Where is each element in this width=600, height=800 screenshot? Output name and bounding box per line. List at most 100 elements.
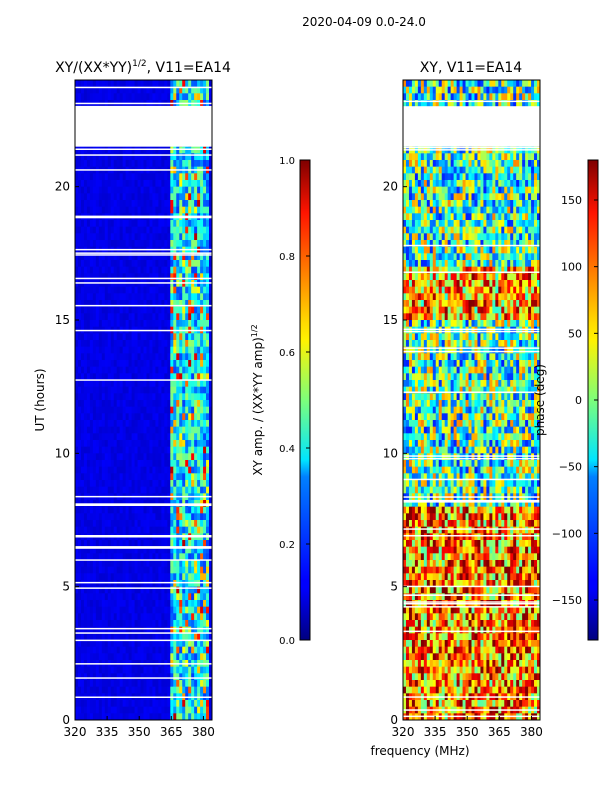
- heatmap-cell: [164, 700, 168, 708]
- heatmap-cell: [185, 220, 189, 228]
- heatmap-cell: [197, 220, 201, 228]
- heatmap-cell: [75, 566, 79, 574]
- heatmap-cell: [206, 480, 210, 488]
- heatmap-cell: [206, 306, 210, 314]
- heatmap-cell: [134, 93, 138, 101]
- heatmap-cell: [161, 266, 165, 274]
- heatmap-cell: [101, 540, 106, 548]
- heatmap-cell: [194, 320, 198, 328]
- heatmap-cell: [167, 160, 171, 168]
- heatmap-cell: [86, 480, 91, 488]
- heatmap-cell: [158, 486, 162, 494]
- heatmap-cell: [149, 220, 153, 228]
- heatmap-cell: [197, 540, 201, 548]
- heatmap-cell: [158, 706, 162, 714]
- heatmap-cell: [101, 600, 106, 608]
- heatmap-cell: [140, 293, 144, 301]
- heatmap-cell: [173, 340, 177, 348]
- heatmap-cell: [101, 593, 106, 601]
- heatmap-cell: [191, 386, 195, 394]
- heatmap-cell: [176, 600, 180, 608]
- heatmap-cell: [170, 340, 174, 348]
- heatmap-cell: [179, 466, 183, 474]
- heatmap-cell: [173, 173, 177, 181]
- heatmap-cell: [161, 173, 165, 181]
- heatmap-cell: [80, 220, 85, 228]
- heatmap-cell: [185, 700, 189, 708]
- heatmap-cell: [525, 80, 529, 88]
- heatmap-cell: [95, 586, 100, 594]
- heatmap-cell: [107, 400, 112, 408]
- heatmap-cell: [203, 313, 207, 321]
- heatmap-cell: [161, 153, 165, 161]
- heatmap-cell: [80, 440, 85, 448]
- heatmap-cell: [104, 473, 109, 481]
- heatmap-cell: [200, 666, 204, 674]
- heatmap-cell: [152, 206, 156, 214]
- heatmap-cell: [143, 153, 147, 161]
- heatmap-cell: [188, 253, 192, 261]
- heatmap-cell: [80, 273, 85, 281]
- heatmap-cell: [107, 586, 112, 594]
- heatmap-cell: [480, 93, 484, 101]
- heatmap-cell: [113, 373, 118, 381]
- heatmap-cell: [137, 193, 141, 201]
- heatmap-cell: [152, 193, 156, 201]
- heatmap-cell: [203, 273, 207, 281]
- heatmap-cell: [113, 153, 118, 161]
- heatmap-cell: [101, 200, 106, 208]
- heatmap-cell: [89, 653, 94, 661]
- heatmap-cell: [209, 86, 212, 94]
- heatmap-cell: [522, 86, 526, 94]
- heatmap-cell: [128, 453, 132, 461]
- heatmap-cell: [200, 653, 204, 661]
- heatmap-cell: [140, 540, 144, 548]
- heatmap-cell: [77, 353, 82, 361]
- heatmap-cell: [122, 186, 127, 194]
- heatmap-cell: [107, 200, 112, 208]
- colorbar-tick-label: 1.0: [279, 156, 295, 167]
- heatmap-cell: [110, 406, 115, 414]
- heatmap-cell: [95, 580, 100, 588]
- heatmap-cell: [77, 540, 82, 548]
- heatmap-cell: [149, 200, 153, 208]
- heatmap-cell: [80, 433, 85, 441]
- heatmap-cell: [83, 566, 88, 574]
- heatmap-cell: [477, 80, 481, 88]
- heatmap-cell: [107, 626, 112, 634]
- heatmap-cell: [119, 686, 124, 694]
- heatmap-cell: [140, 273, 144, 281]
- heatmap-cell: [167, 580, 171, 588]
- heatmap-cell: [107, 526, 112, 534]
- heatmap-cell: [155, 426, 159, 434]
- heatmap-cell: [191, 453, 195, 461]
- heatmap-cell: [137, 506, 141, 514]
- heatmap-cell: [432, 86, 437, 94]
- heatmap-cell: [119, 266, 124, 274]
- heatmap-cell: [185, 473, 189, 481]
- heatmap-cell: [75, 386, 79, 394]
- heatmap-cell: [143, 606, 147, 614]
- heatmap-cell: [197, 406, 201, 414]
- heatmap-cell: [200, 93, 204, 101]
- heatmap-cell: [194, 506, 198, 514]
- heatmap-cell: [113, 193, 118, 201]
- heatmap-cell: [137, 613, 141, 621]
- amplitude-colorbar-ticks: 0.00.20.40.60.81.0: [279, 156, 310, 647]
- heatmap-cell: [92, 553, 97, 561]
- heatmap-cell: [95, 486, 100, 494]
- heatmap-cell: [203, 200, 207, 208]
- heatmap-cell: [185, 606, 189, 614]
- heatmap-cell: [209, 593, 212, 601]
- heatmap-cell: [191, 486, 195, 494]
- heatmap-cell: [164, 426, 168, 434]
- heatmap-cell: [110, 553, 115, 561]
- heatmap-cell: [107, 260, 112, 268]
- heatmap-cell: [209, 560, 212, 568]
- heatmap-cell: [203, 186, 207, 194]
- heatmap-cell: [113, 380, 118, 388]
- heatmap-cell: [188, 353, 192, 361]
- heatmap-cell: [176, 666, 180, 674]
- heatmap-cell: [143, 366, 147, 374]
- heatmap-cell: [179, 86, 183, 94]
